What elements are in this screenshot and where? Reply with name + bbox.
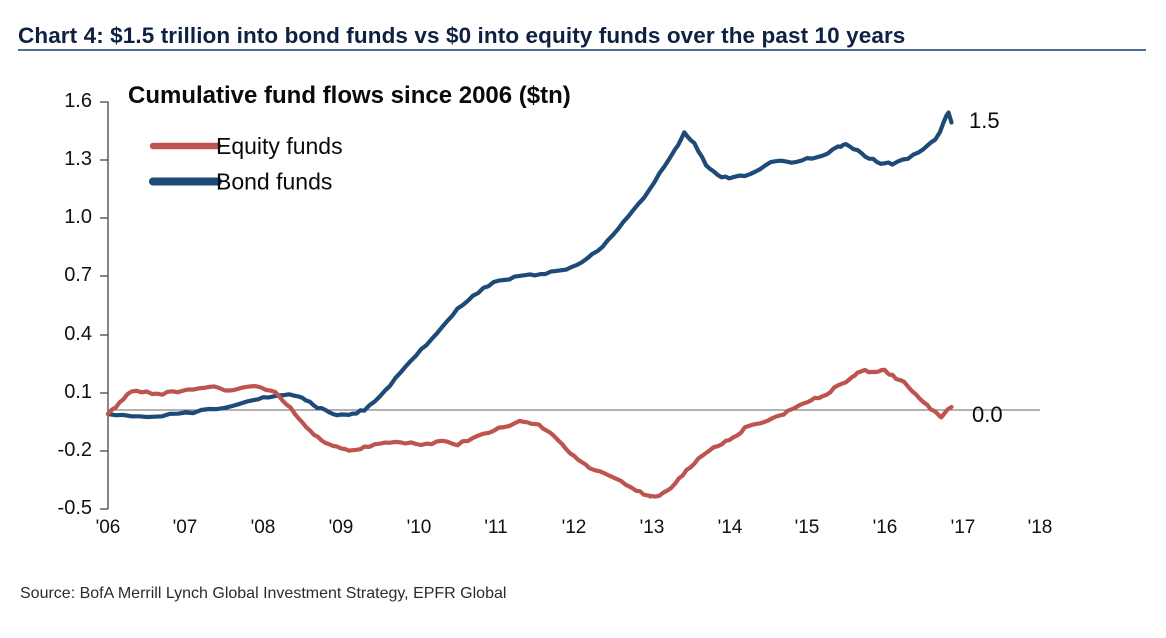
svg-text:'07: '07 [173, 517, 198, 538]
svg-text:Bond funds: Bond funds [216, 169, 332, 195]
svg-text:0.4: 0.4 [64, 323, 92, 345]
svg-text:'18: '18 [1028, 517, 1053, 538]
svg-text:1.3: 1.3 [64, 148, 92, 170]
svg-text:0.7: 0.7 [64, 264, 92, 286]
svg-text:'09: '09 [329, 517, 354, 538]
svg-text:0.0: 0.0 [972, 402, 1003, 427]
svg-text:-0.5: -0.5 [58, 497, 92, 519]
svg-text:0.1: 0.1 [64, 381, 92, 403]
svg-text:'06: '06 [96, 517, 121, 538]
svg-text:'16: '16 [873, 517, 898, 538]
svg-text:'14: '14 [718, 517, 743, 538]
svg-text:'11: '11 [484, 517, 507, 538]
svg-text:Equity funds: Equity funds [216, 133, 343, 159]
svg-text:1.6: 1.6 [64, 90, 92, 112]
svg-text:'12: '12 [562, 517, 587, 538]
svg-text:'08: '08 [251, 517, 276, 538]
svg-text:1.0: 1.0 [64, 206, 92, 228]
svg-text:'15: '15 [795, 517, 820, 538]
svg-text:'17: '17 [951, 517, 976, 538]
svg-text:'13: '13 [640, 517, 665, 538]
svg-text:-0.2: -0.2 [58, 439, 92, 461]
svg-text:1.5: 1.5 [969, 108, 1000, 133]
svg-text:'10: '10 [407, 517, 432, 538]
